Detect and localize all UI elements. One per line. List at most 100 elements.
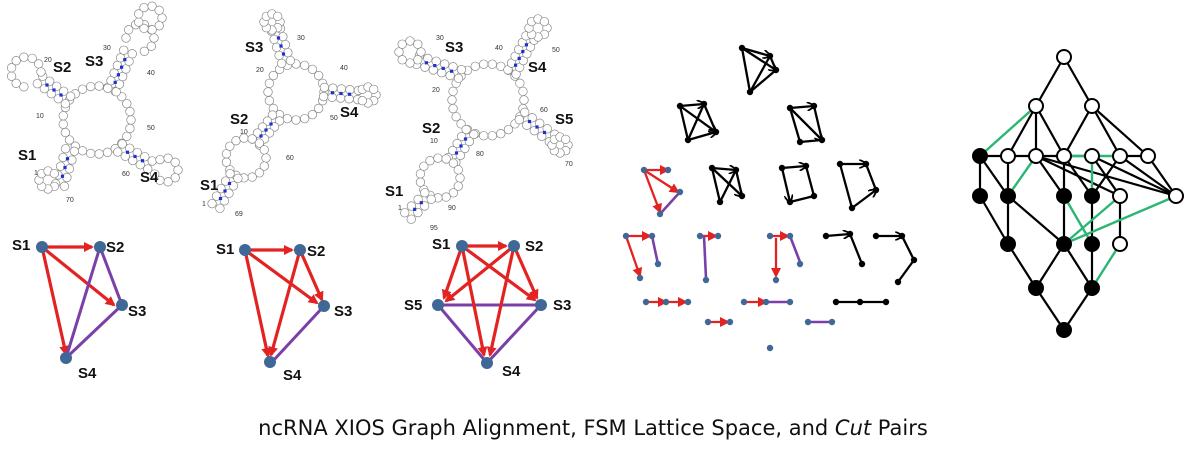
stem-label-s1: S1 (200, 177, 218, 194)
fsm-node (898, 232, 906, 240)
base-pair (65, 157, 70, 161)
nucleotide (416, 47, 426, 57)
nucleotide (464, 136, 475, 147)
nucleotide (127, 49, 137, 59)
fsm-edge (741, 47, 776, 70)
stem-label-s1: S1 (385, 183, 403, 200)
nucleotide (77, 84, 88, 94)
lattice-node-filled (1056, 188, 1072, 204)
nucleotide (134, 9, 144, 19)
fsm-node (700, 100, 708, 108)
base-pair (227, 181, 232, 186)
nucleotide (60, 127, 71, 138)
fsm-node (684, 136, 692, 144)
graph-node-s4 (264, 356, 276, 368)
nucleotide (448, 188, 459, 198)
nucleotide (261, 153, 271, 163)
seq-number: 60 (540, 107, 548, 114)
fsm-node (642, 298, 650, 306)
nucleotide (228, 181, 239, 191)
lattice-node-filled (972, 188, 988, 204)
nucleotide (143, 164, 153, 174)
fsm-node (656, 210, 664, 218)
lattice-edge (1035, 287, 1065, 331)
base-pair (527, 119, 532, 124)
fsm-node (766, 344, 774, 352)
nucleotide (58, 111, 68, 121)
lattice-node-filled (972, 148, 988, 164)
nucleotide (453, 73, 464, 84)
nucleotide (102, 147, 113, 157)
edge-s3-s4 (270, 304, 326, 364)
graph-label-s3: S3 (128, 303, 146, 320)
fsm-node (636, 274, 644, 282)
nucleotide (453, 181, 463, 191)
caption-suffix: Pairs (871, 416, 928, 440)
nucleotide (415, 169, 426, 179)
lattice-node-open (1056, 148, 1072, 164)
nucleotide (285, 55, 296, 66)
figure-caption: ncRNA XIOS Graph Alignment, FSM Lattice … (0, 416, 1186, 440)
base-pair (424, 61, 428, 65)
nucleotide (121, 33, 131, 43)
rna-backbone-1 (6, 1, 183, 194)
graph-label-s3: S3 (553, 297, 571, 314)
nucleotide (456, 131, 467, 142)
seq-number: 95 (430, 225, 438, 232)
seq-number: 50 (552, 47, 560, 54)
nucleotide (487, 131, 497, 141)
nucleotide (397, 55, 407, 65)
nucleotide (225, 141, 235, 151)
graph-label-s4: S4 (283, 367, 302, 384)
nucleotide (259, 161, 269, 171)
fsm-node (796, 260, 804, 268)
fsm-edge (900, 235, 916, 261)
fsm-edge (741, 46, 770, 56)
nucleotide (128, 155, 138, 166)
lattice-node-open (1168, 188, 1184, 204)
nucleotide (125, 123, 135, 134)
lattice-node-open (1084, 148, 1100, 164)
fsm-node (738, 44, 746, 52)
base-pair (116, 73, 120, 77)
lattice-node-filled (1084, 188, 1100, 204)
base-pair (441, 66, 445, 70)
base-pair (454, 151, 459, 155)
lattice-edge (1119, 155, 1177, 197)
fsm-edge (799, 138, 823, 144)
fsm-node (836, 160, 844, 168)
seq-number: 20 (256, 67, 264, 74)
lattice-node-filled (1056, 322, 1072, 338)
fsm-edge (838, 163, 854, 209)
lattice-node-filled (1000, 188, 1016, 204)
nucleotide (469, 129, 479, 140)
nucleotide (154, 21, 164, 31)
stem-label-s4: S4 (140, 169, 159, 186)
fsm-node (662, 298, 670, 306)
fsm-edge (678, 105, 690, 141)
nucleotide (314, 103, 324, 114)
nucleotide (247, 172, 257, 182)
nucleotide (27, 53, 37, 64)
nucleotide (254, 168, 265, 178)
nucleotide (259, 145, 269, 155)
stem-label-s4: S4 (528, 59, 547, 76)
nucleotide (32, 79, 42, 89)
nucleotide (117, 139, 127, 149)
rna-backbone-2 (207, 9, 381, 214)
graph-node-s3 (116, 299, 128, 311)
nucleotide (479, 59, 489, 69)
lattice-edge (1063, 56, 1093, 107)
caption-prefix: ncRNA XIOS Graph Alignment, FSM Lattice … (258, 416, 835, 440)
edge-s2-s3 (98, 246, 124, 306)
graph-node-s1 (456, 240, 468, 252)
graph-label-s5: S5 (404, 297, 422, 314)
fsm-edge (749, 69, 777, 93)
seq-number: 10 (430, 138, 438, 145)
lattice-node-open (1028, 98, 1044, 114)
nucleotide (264, 78, 275, 88)
lattice-edge (1063, 243, 1093, 289)
base-pair (535, 125, 539, 129)
base-pair (52, 88, 56, 92)
fsm-node (714, 232, 722, 240)
